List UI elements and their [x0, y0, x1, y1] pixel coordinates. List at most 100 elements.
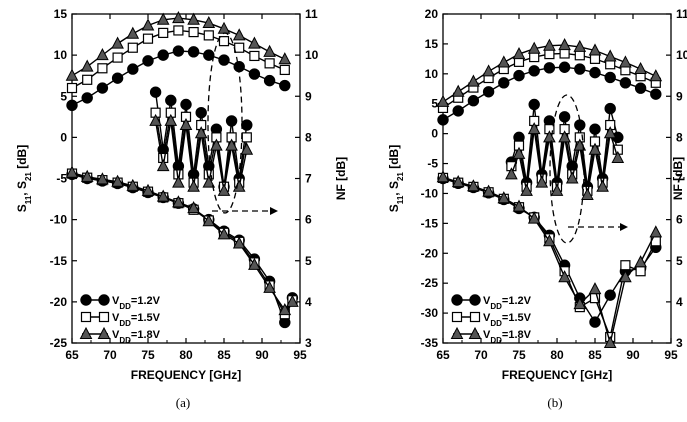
y-right-tick-label: 10 [305, 48, 319, 62]
data-point [66, 99, 78, 111]
data-point [172, 175, 185, 188]
data-point [232, 236, 246, 249]
data-point [573, 297, 587, 310]
series-s21-1 [437, 61, 662, 126]
y-right-tick-label: 6 [676, 213, 683, 227]
series-line [71, 172, 294, 316]
data-point [81, 92, 93, 104]
data-point [467, 74, 480, 87]
data-point [619, 55, 632, 68]
annotation-arrow-head [270, 207, 278, 215]
data-point [611, 150, 625, 163]
x-tick-label: 95 [293, 348, 307, 362]
data-point [232, 28, 246, 41]
data-point [187, 201, 200, 214]
y-right-tick-label: 11 [305, 7, 318, 21]
data-point [604, 102, 616, 115]
y-left-tick-label: 15 [425, 37, 439, 51]
data-point [249, 50, 260, 62]
data-point [550, 183, 564, 196]
data-point [436, 170, 450, 183]
data-point [172, 45, 185, 57]
data-point [467, 95, 480, 107]
data-point [248, 36, 261, 49]
data-point [241, 119, 253, 131]
data-point [80, 169, 94, 182]
legend-marker [80, 311, 92, 323]
y-right-tick-label: 7 [676, 172, 683, 186]
y-right-tick-label: 9 [676, 89, 683, 103]
data-point [634, 61, 647, 75]
data-point [574, 119, 586, 131]
y-right-axis-label: NF [dB] [334, 157, 348, 200]
data-point [217, 227, 231, 240]
y-right-tick-label: 8 [676, 130, 683, 144]
y-left-axis-label: S11, S21 [dB] [15, 145, 33, 212]
data-point [218, 36, 230, 47]
legend-marker [469, 311, 481, 323]
data-point [497, 191, 511, 204]
data-point [141, 18, 155, 31]
data-point [142, 33, 154, 44]
data-point [142, 55, 154, 67]
data-point [188, 26, 199, 38]
legend-marker [80, 294, 92, 306]
data-point [581, 187, 594, 200]
data-point [649, 225, 663, 238]
data-point [558, 111, 571, 123]
y-right-tick-label: 8 [305, 130, 312, 144]
y-right-tick-label: 3 [305, 336, 312, 350]
series-s21-2 [66, 25, 290, 94]
data-point [649, 69, 663, 82]
data-point [187, 179, 200, 192]
series-s21-3 [65, 11, 292, 81]
data-point [512, 199, 526, 212]
data-point [126, 26, 140, 39]
data-point [620, 260, 631, 271]
data-point [451, 175, 465, 188]
data-point [225, 115, 238, 127]
data-point [497, 55, 511, 68]
data-point [482, 184, 495, 197]
data-point [436, 94, 450, 107]
x-tick-label: 85 [588, 348, 602, 362]
data-point [149, 113, 162, 126]
legend-entry: VDD=1.2V [451, 294, 532, 311]
data-point [187, 46, 200, 58]
data-point [180, 98, 192, 111]
data-point [543, 62, 556, 74]
data-point [520, 183, 533, 196]
data-point [96, 172, 109, 185]
data-point [482, 86, 495, 98]
data-point [596, 179, 609, 192]
y-left-tick-label: -30 [421, 306, 439, 320]
data-point [173, 25, 184, 36]
annotation-ellipse [207, 32, 243, 214]
y-left-tick-label: 15 [54, 7, 68, 21]
data-point [111, 72, 124, 84]
y-left-tick-label: 10 [54, 48, 68, 62]
legend-label: VDD=1.5V [112, 312, 161, 328]
panel-caption: (b) [547, 395, 562, 410]
y-left-tick-label: 10 [425, 67, 439, 81]
data-point [156, 159, 170, 172]
data-point [210, 138, 223, 151]
legend-label: VDD=1.8V [112, 329, 161, 345]
data-point [127, 63, 139, 75]
data-point [263, 44, 276, 57]
x-tick-label: 95 [664, 348, 678, 362]
y-left-axis-label: S11, S21 [dB] [387, 145, 405, 212]
data-point [619, 270, 632, 283]
data-point [156, 12, 170, 25]
y-right-tick-label: 5 [676, 254, 683, 268]
data-point [482, 64, 495, 77]
y-right-tick-label: 4 [676, 295, 683, 309]
y-left-tick-label: 0 [431, 127, 438, 141]
data-point [187, 12, 200, 25]
data-point [279, 79, 291, 92]
data-point [218, 54, 230, 66]
data-point [452, 105, 464, 117]
